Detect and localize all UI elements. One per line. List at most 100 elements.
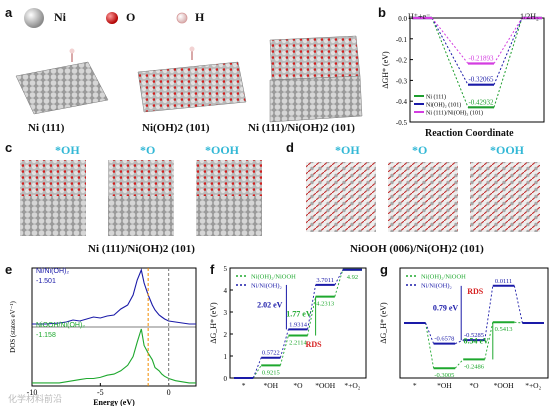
chart-b-hydrogen-adsorption: 0.0 -0.1 -0.2 -0.3 -0.4 -0.5 ΔGH* (eV) -0.42932… xyxy=(381,15,545,127)
chart-b-ytick-label-3: -0.3 xyxy=(396,77,408,85)
chart-f-point-label-0: 0.9215 xyxy=(262,369,280,376)
chart-f-point-label-2: 2.2114 xyxy=(289,340,307,347)
panel-a-letter: a xyxy=(5,5,13,20)
chart-f-xtick-label-1: *OH xyxy=(264,381,279,390)
chart-f-point-label-6: 4.92 xyxy=(347,274,358,281)
atom-label-h: H xyxy=(195,10,205,24)
chart-g-connector-0-0 xyxy=(425,322,435,369)
chart-f-xtick-label-0: * xyxy=(242,381,246,390)
chart-g-point-label-3: -0.5285 xyxy=(464,332,484,339)
chart-f-xtick-label-3: *OOH xyxy=(315,381,336,390)
chart-f-ytick-label-3: 3 xyxy=(224,309,228,317)
chart-f-point-label-4: 4.2313 xyxy=(316,301,334,308)
atom-label-o: O xyxy=(126,10,136,24)
chart-b-legend-label-1: Ni(OH)₂ (101) xyxy=(426,102,461,109)
chart-e-dos: -10 -5 0 Energy (eV) DOS (states eV⁻¹) xyxy=(9,267,197,406)
chart-g-connector-1-1 xyxy=(455,339,464,345)
chart-b-connector-1-0 xyxy=(431,17,469,85)
chart-f-connector-0-0 xyxy=(252,365,262,379)
chart-g-connector-0-3 xyxy=(514,321,523,324)
chart-b-legend-label-0: Ni (111) xyxy=(426,94,446,101)
chart-g-connector-1-2 xyxy=(484,285,494,341)
chart-g-legend-label-1: Ni/Ni(OH)₂ xyxy=(421,283,452,290)
chart-e-series-0 xyxy=(32,268,196,325)
chart-b-connector-2-1 xyxy=(493,17,523,64)
chart-e-ylabel: DOS (states eV⁻¹) xyxy=(9,301,17,353)
chart-g-gap-label-blue: 0.79 eV xyxy=(433,304,459,313)
chart-b-ylabel: ΔGH* (eV) xyxy=(381,51,390,89)
chart-g-oer-free-energy: * *OH *O *OOH *+O₂ ΔG_H* (eV) Ni(OH)₂/NiOOH Ni/… xyxy=(379,267,549,390)
d-adsorbate-o: *O xyxy=(412,143,428,157)
chart-f-ytick-label-5: 5 xyxy=(224,265,228,273)
atom-legend xyxy=(24,8,188,28)
chart-f-connector-1-1 xyxy=(279,329,289,358)
e-dband-ni: -1.501 xyxy=(36,278,56,285)
chart-g-connector-0-1 xyxy=(454,359,464,369)
chart-g-xtick-label-3: *OOH xyxy=(494,381,515,390)
panel-g-letter: g xyxy=(380,262,388,277)
chart-b-connector-0-1 xyxy=(493,17,523,108)
structures-d-illustration xyxy=(306,162,540,232)
chart-b-ytick-label-1: -0.1 xyxy=(396,36,408,44)
caption-d: NiOOH (006)/Ni(OH)2 (101) xyxy=(350,243,484,255)
ni-111-slab xyxy=(15,48,109,115)
chart-b-ytick-label-5: -0.5 xyxy=(396,119,408,127)
chart-b-right-label: 1/2H₂ xyxy=(520,12,539,21)
chart-f-xtick-label-4: *+O₂ xyxy=(344,381,360,390)
caption-c: Ni (111)/Ni(OH)2 (101) xyxy=(88,243,195,255)
chart-b-left-label: H⁺+e⁻ xyxy=(408,12,431,21)
c-adsorbate-ooh: *OOH xyxy=(205,143,240,157)
chart-f-rds-label: RDS xyxy=(306,340,323,349)
chart-f-ytick-label-1: 1 xyxy=(224,353,228,361)
d-structure-oh xyxy=(306,162,376,232)
chart-f-legend-label-1: Ni/Ni(OH)₂ xyxy=(251,283,282,290)
chart-g-ylabel: ΔG_H* (eV) xyxy=(379,302,388,344)
panel-b-letter: b xyxy=(378,5,386,20)
chart-f-connector-0-2 xyxy=(307,296,317,336)
chart-f-xtick-label-2: *O xyxy=(293,381,303,390)
chart-b-legend-label-2: Ni (111)/Ni(OH)₂ (101) xyxy=(426,110,483,117)
chart-e-xtick-label-1: -5 xyxy=(97,388,104,397)
c-adsorbate-oh: *OH xyxy=(55,143,80,157)
d-adsorbate-oh: *OH xyxy=(335,143,360,157)
ni-nioh2-heterostructure xyxy=(269,35,363,123)
chart-f-frame xyxy=(229,267,367,379)
chart-e-series-1 xyxy=(32,328,196,384)
chart-b-value-label-1: -0.32065 xyxy=(468,76,494,84)
chart-b-xlabel: Reaction Coordinate xyxy=(425,128,514,139)
chart-g-point-label-0: -0.3005 xyxy=(434,372,454,379)
chart-g-xtick-label-0: * xyxy=(413,381,417,390)
panel-e-letter: e xyxy=(5,262,13,277)
chart-b-connector-1-1 xyxy=(493,17,523,85)
e-label-niooh: NiOOH/Ni(OH)₂ xyxy=(36,322,85,329)
chart-g-xtick-label-2: *O xyxy=(469,381,479,390)
chart-g-gap-label-green: 0.54 eV xyxy=(463,337,489,346)
chart-b-ytick-label-2: -0.2 xyxy=(396,57,408,65)
chart-f-oer-free-energy: * *OH *O *OOH *+O₂ 0 1 2 3 4 5 ΔG_H* (eV) Ni(OH)₂/Ni… xyxy=(209,265,367,390)
caption-nioh2-101: Ni(OH)2 (101) xyxy=(142,122,210,134)
chart-f-ytick-label-4: 4 xyxy=(224,287,228,295)
e-dband-niooh: -1.158 xyxy=(36,332,56,339)
structures-a-illustration xyxy=(15,35,363,123)
chart-b-value-label-2: -0.21893 xyxy=(468,55,494,63)
chart-g-legend-label-0: Ni(OH)₂/NiOOH xyxy=(421,274,466,281)
chart-f-connector-1-3 xyxy=(334,269,344,286)
panel-d-letter: d xyxy=(286,140,294,155)
chart-e-xtick-label-2: 0 xyxy=(167,388,171,397)
chart-g-rds-label: RDS xyxy=(467,287,484,296)
chart-f-legend-label-0: Ni(OH)₂/NiOOH xyxy=(251,274,296,281)
e-label-ni: Ni/Ni(OH)₂ xyxy=(36,268,70,275)
chart-f-ytick-label-0: 0 xyxy=(224,375,228,383)
chart-b-ytick-label-4: -0.4 xyxy=(396,98,408,106)
chart-g-point-label-2: -0.2486 xyxy=(464,363,485,370)
chart-f-point-label-3: 1.9314 xyxy=(289,321,308,328)
d-structure-ooh xyxy=(470,162,540,232)
chart-f-point-label-5: 3.7011 xyxy=(316,277,334,284)
chart-g-point-label-5: 0.0111 xyxy=(495,278,512,285)
chart-b-frame xyxy=(409,17,545,123)
atom-label-ni: Ni xyxy=(54,10,66,24)
chart-g-frame xyxy=(399,267,549,379)
chart-g-connector-1-0 xyxy=(425,322,435,344)
chart-f-connector-0-3 xyxy=(334,269,344,297)
c-structure-ooh xyxy=(196,160,262,236)
